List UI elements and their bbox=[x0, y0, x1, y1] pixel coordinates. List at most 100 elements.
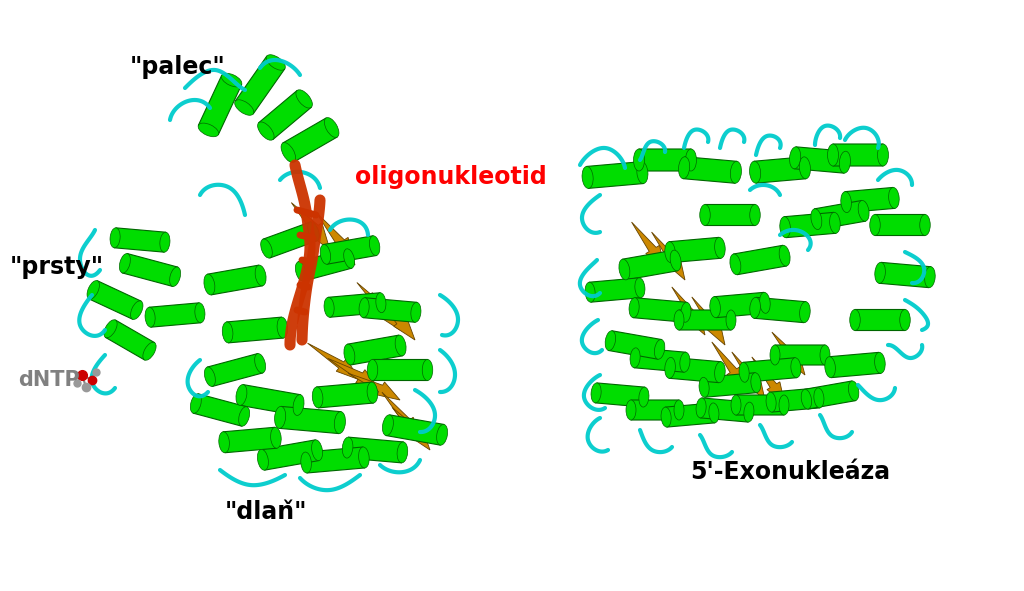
Ellipse shape bbox=[681, 302, 691, 322]
Ellipse shape bbox=[236, 385, 247, 405]
Ellipse shape bbox=[679, 157, 689, 178]
Ellipse shape bbox=[258, 122, 274, 140]
Ellipse shape bbox=[359, 298, 370, 318]
Ellipse shape bbox=[858, 200, 869, 221]
Ellipse shape bbox=[307, 222, 319, 241]
Ellipse shape bbox=[605, 331, 615, 350]
Ellipse shape bbox=[662, 407, 671, 427]
FancyBboxPatch shape bbox=[705, 204, 755, 226]
FancyBboxPatch shape bbox=[880, 262, 931, 288]
FancyBboxPatch shape bbox=[805, 381, 855, 409]
FancyBboxPatch shape bbox=[316, 382, 374, 408]
FancyBboxPatch shape bbox=[386, 415, 444, 445]
Ellipse shape bbox=[790, 147, 801, 169]
Ellipse shape bbox=[766, 392, 776, 412]
Ellipse shape bbox=[739, 362, 750, 382]
Ellipse shape bbox=[674, 310, 684, 330]
FancyBboxPatch shape bbox=[608, 331, 662, 359]
Ellipse shape bbox=[750, 204, 760, 226]
FancyBboxPatch shape bbox=[845, 187, 895, 213]
Ellipse shape bbox=[699, 377, 710, 397]
Ellipse shape bbox=[395, 335, 407, 356]
Ellipse shape bbox=[637, 161, 648, 184]
FancyBboxPatch shape bbox=[589, 278, 641, 302]
FancyBboxPatch shape bbox=[714, 293, 766, 317]
FancyBboxPatch shape bbox=[298, 249, 352, 281]
Ellipse shape bbox=[849, 381, 859, 401]
Ellipse shape bbox=[219, 432, 229, 453]
FancyBboxPatch shape bbox=[833, 144, 883, 166]
Text: "dlaň": "dlaň" bbox=[225, 500, 307, 524]
Ellipse shape bbox=[920, 215, 930, 235]
Ellipse shape bbox=[635, 278, 645, 298]
Ellipse shape bbox=[730, 254, 740, 275]
PathPatch shape bbox=[712, 342, 745, 390]
Ellipse shape bbox=[726, 310, 736, 330]
Ellipse shape bbox=[325, 118, 339, 138]
Ellipse shape bbox=[791, 358, 801, 378]
Ellipse shape bbox=[370, 236, 380, 255]
Ellipse shape bbox=[618, 259, 630, 280]
FancyBboxPatch shape bbox=[829, 352, 881, 378]
FancyBboxPatch shape bbox=[814, 200, 865, 229]
Ellipse shape bbox=[670, 250, 681, 271]
Ellipse shape bbox=[665, 242, 676, 262]
Ellipse shape bbox=[800, 157, 810, 179]
Ellipse shape bbox=[344, 344, 355, 365]
Ellipse shape bbox=[760, 293, 770, 313]
FancyBboxPatch shape bbox=[754, 157, 806, 183]
Ellipse shape bbox=[382, 415, 393, 436]
Ellipse shape bbox=[436, 424, 447, 445]
Ellipse shape bbox=[750, 297, 761, 319]
FancyBboxPatch shape bbox=[122, 254, 178, 287]
Ellipse shape bbox=[840, 151, 851, 173]
FancyBboxPatch shape bbox=[373, 359, 427, 381]
Ellipse shape bbox=[582, 167, 593, 189]
FancyBboxPatch shape bbox=[634, 348, 686, 372]
Ellipse shape bbox=[266, 55, 286, 70]
PathPatch shape bbox=[328, 358, 380, 390]
Ellipse shape bbox=[730, 161, 741, 183]
FancyBboxPatch shape bbox=[283, 118, 337, 162]
Ellipse shape bbox=[321, 245, 331, 264]
PathPatch shape bbox=[752, 357, 785, 405]
Ellipse shape bbox=[801, 389, 812, 409]
Ellipse shape bbox=[710, 297, 721, 317]
Ellipse shape bbox=[311, 440, 323, 460]
Ellipse shape bbox=[696, 398, 707, 418]
FancyBboxPatch shape bbox=[305, 447, 365, 473]
Ellipse shape bbox=[301, 452, 311, 473]
FancyBboxPatch shape bbox=[150, 303, 201, 327]
Ellipse shape bbox=[874, 262, 886, 283]
PathPatch shape bbox=[632, 222, 665, 270]
PathPatch shape bbox=[392, 407, 430, 450]
Ellipse shape bbox=[195, 303, 205, 323]
Text: "palec": "palec" bbox=[130, 55, 225, 79]
FancyBboxPatch shape bbox=[226, 317, 284, 343]
Ellipse shape bbox=[829, 212, 841, 233]
PathPatch shape bbox=[651, 232, 685, 280]
Ellipse shape bbox=[397, 442, 408, 463]
PathPatch shape bbox=[291, 203, 330, 250]
Ellipse shape bbox=[680, 352, 690, 372]
Ellipse shape bbox=[120, 254, 130, 273]
Ellipse shape bbox=[751, 373, 761, 392]
Ellipse shape bbox=[770, 345, 780, 365]
Ellipse shape bbox=[699, 204, 711, 226]
Ellipse shape bbox=[367, 382, 378, 403]
FancyBboxPatch shape bbox=[105, 320, 155, 360]
FancyBboxPatch shape bbox=[223, 427, 276, 453]
PathPatch shape bbox=[772, 332, 805, 375]
FancyBboxPatch shape bbox=[261, 440, 318, 470]
Ellipse shape bbox=[160, 232, 170, 252]
Ellipse shape bbox=[204, 274, 215, 295]
Ellipse shape bbox=[190, 394, 202, 413]
Ellipse shape bbox=[591, 383, 601, 403]
PathPatch shape bbox=[316, 212, 355, 265]
FancyBboxPatch shape bbox=[669, 358, 721, 382]
Ellipse shape bbox=[143, 342, 156, 361]
FancyBboxPatch shape bbox=[743, 358, 797, 382]
FancyBboxPatch shape bbox=[324, 236, 377, 264]
Ellipse shape bbox=[715, 362, 725, 382]
Ellipse shape bbox=[422, 359, 433, 381]
